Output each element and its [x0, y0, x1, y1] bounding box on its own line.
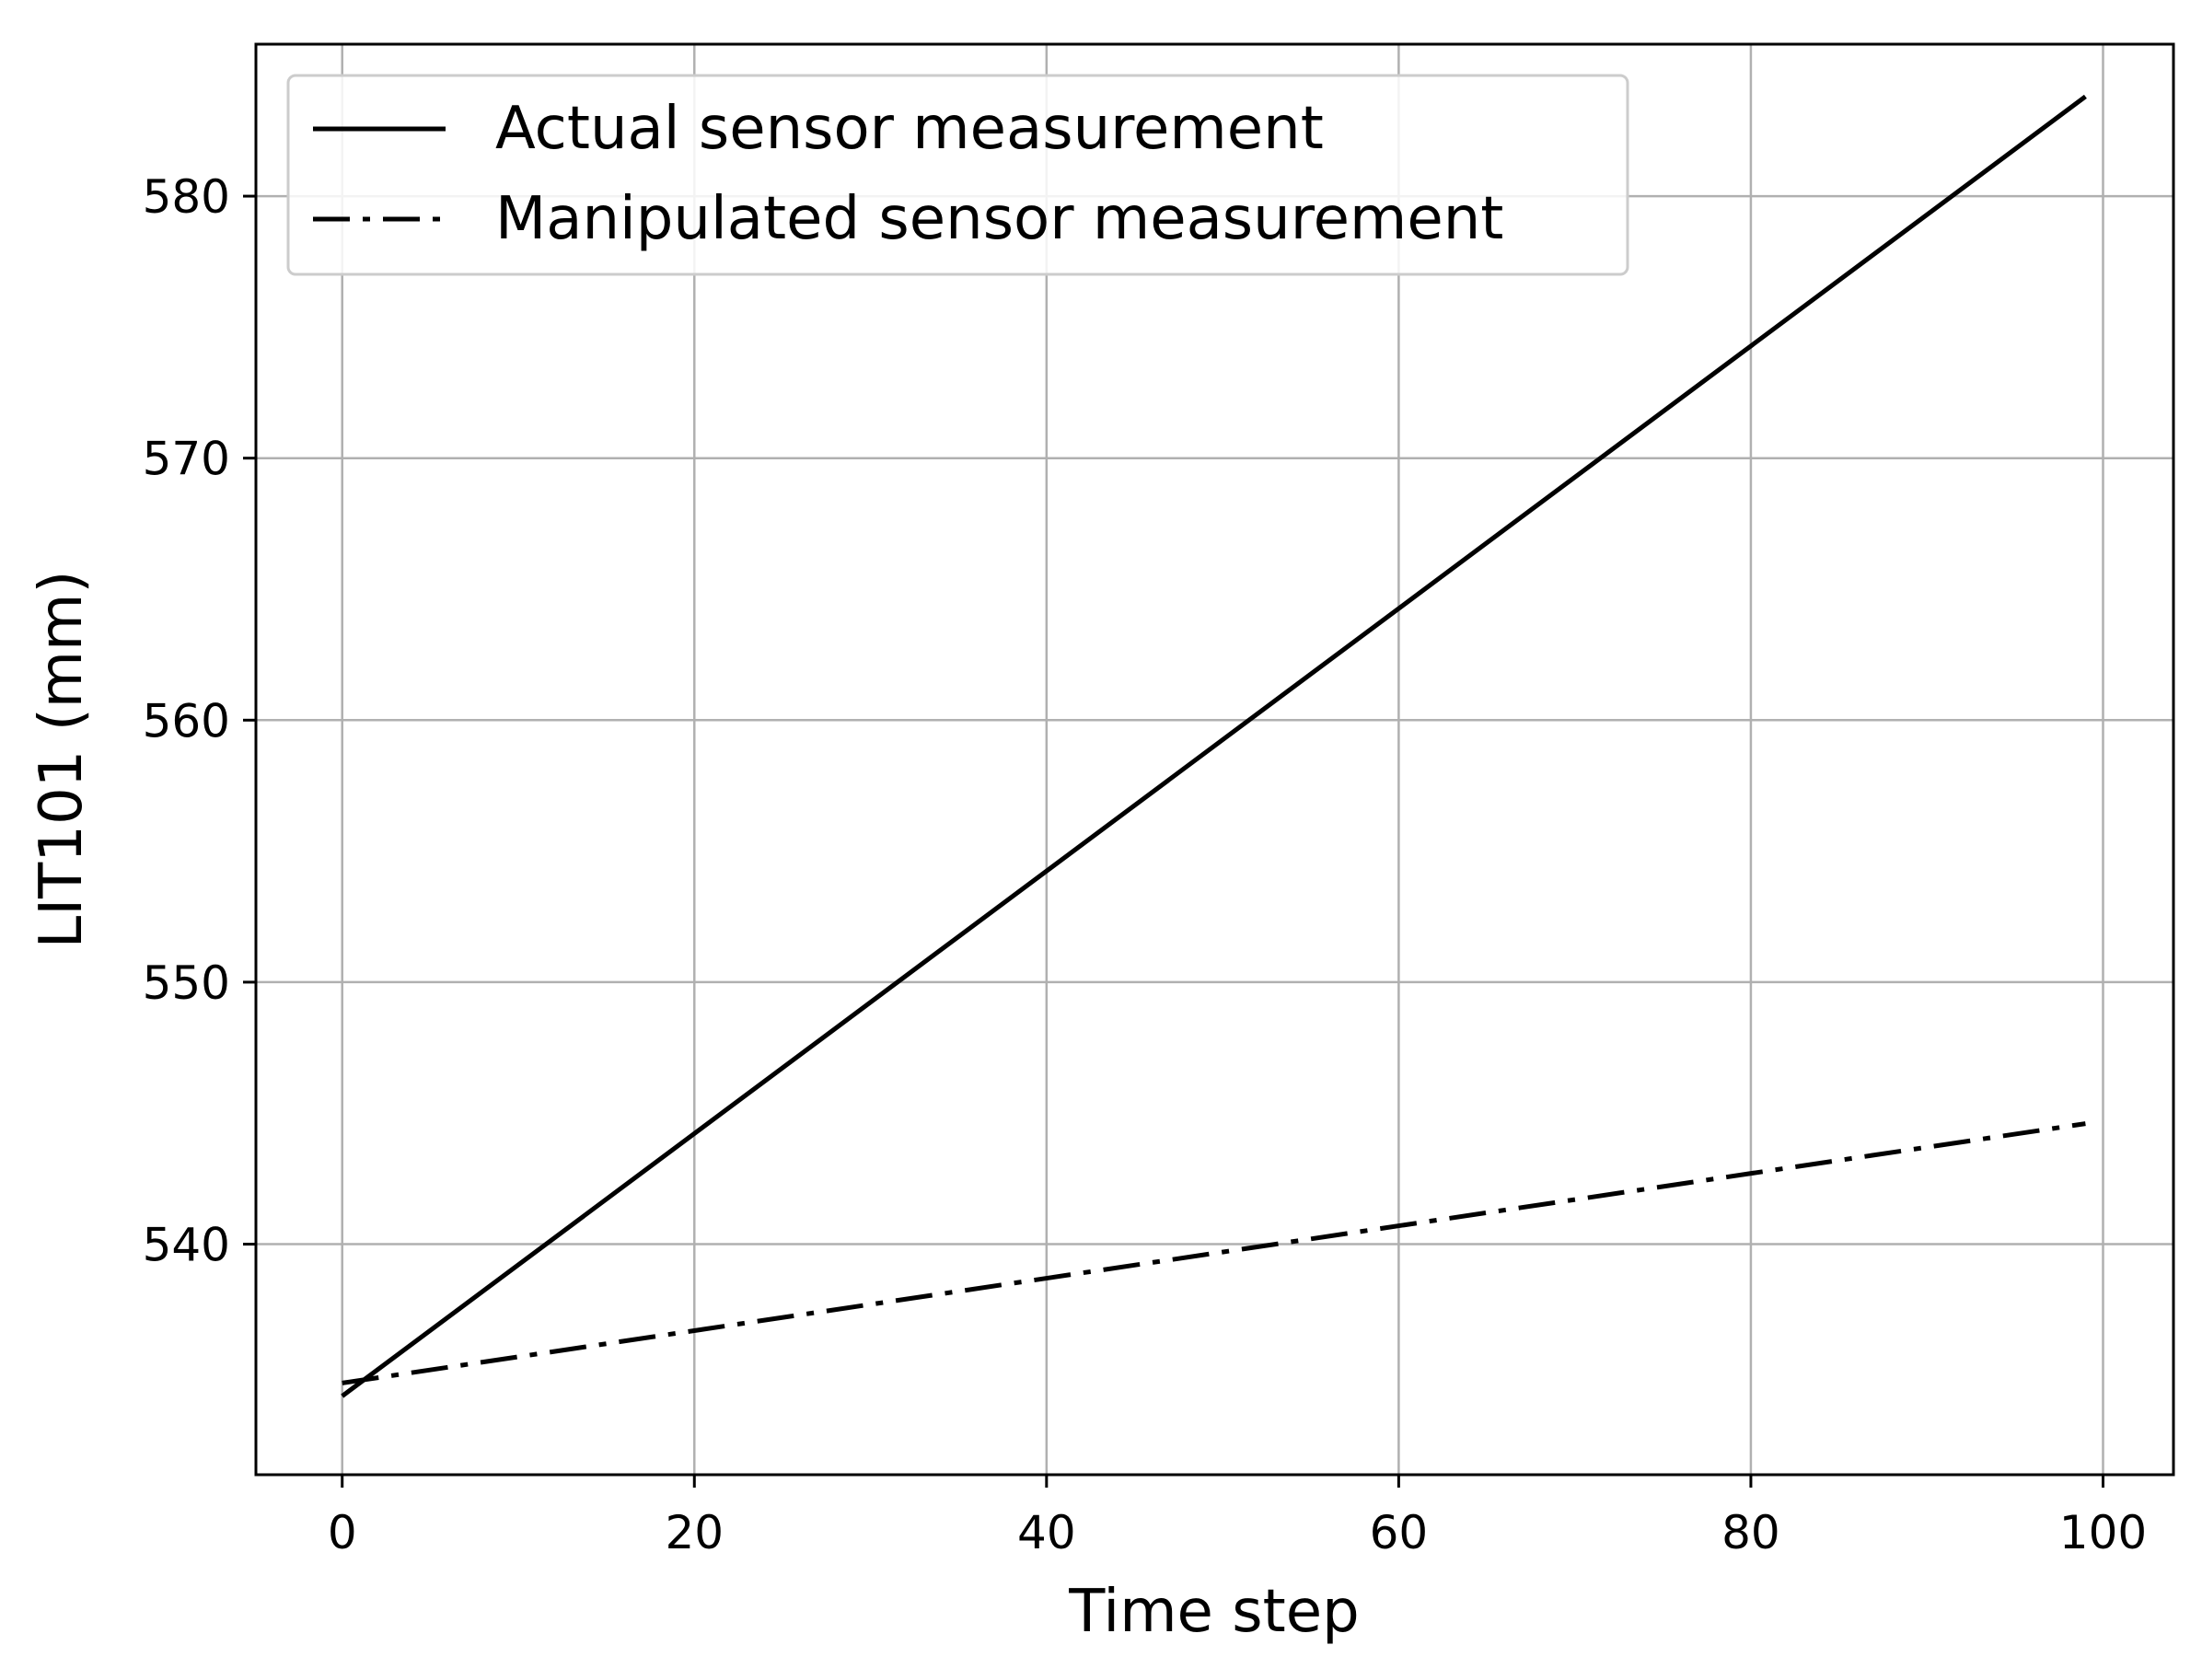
legend: Actual sensor measurement Manipulated sen…	[286, 74, 1629, 276]
x-tick-label: 20	[665, 1506, 724, 1559]
y-axis-label: LIT101 (mm)	[28, 571, 96, 949]
legend-label: Manipulated sensor measurement	[495, 185, 1503, 253]
x-axis-label: Time step	[1068, 1578, 1359, 1646]
y-tick-label: 580	[143, 170, 230, 224]
legend-box	[286, 74, 1629, 276]
y-tick-label: 550	[143, 956, 230, 1010]
x-tick-label: 60	[1370, 1506, 1429, 1559]
y-tick-label: 540	[143, 1219, 230, 1272]
x-tick-label: 0	[328, 1506, 357, 1559]
actual-measurement-line	[341, 94, 2087, 1398]
series-lines	[341, 94, 2087, 1398]
x-tick-label: 80	[1721, 1506, 1780, 1559]
y-tick-label: 560	[143, 694, 230, 747]
x-tick-label: 100	[2059, 1506, 2147, 1559]
manipulated-measurement-line	[342, 1121, 2086, 1385]
axis-ticks: 0 20 40 60 80 100 540 550 560 570 580	[143, 170, 2148, 1559]
plot-frame	[254, 42, 2175, 1477]
y-tick-label: 570	[143, 433, 230, 486]
x-tick-label: 40	[1017, 1506, 1076, 1559]
legend-label: Actual sensor measurement	[495, 95, 1324, 163]
